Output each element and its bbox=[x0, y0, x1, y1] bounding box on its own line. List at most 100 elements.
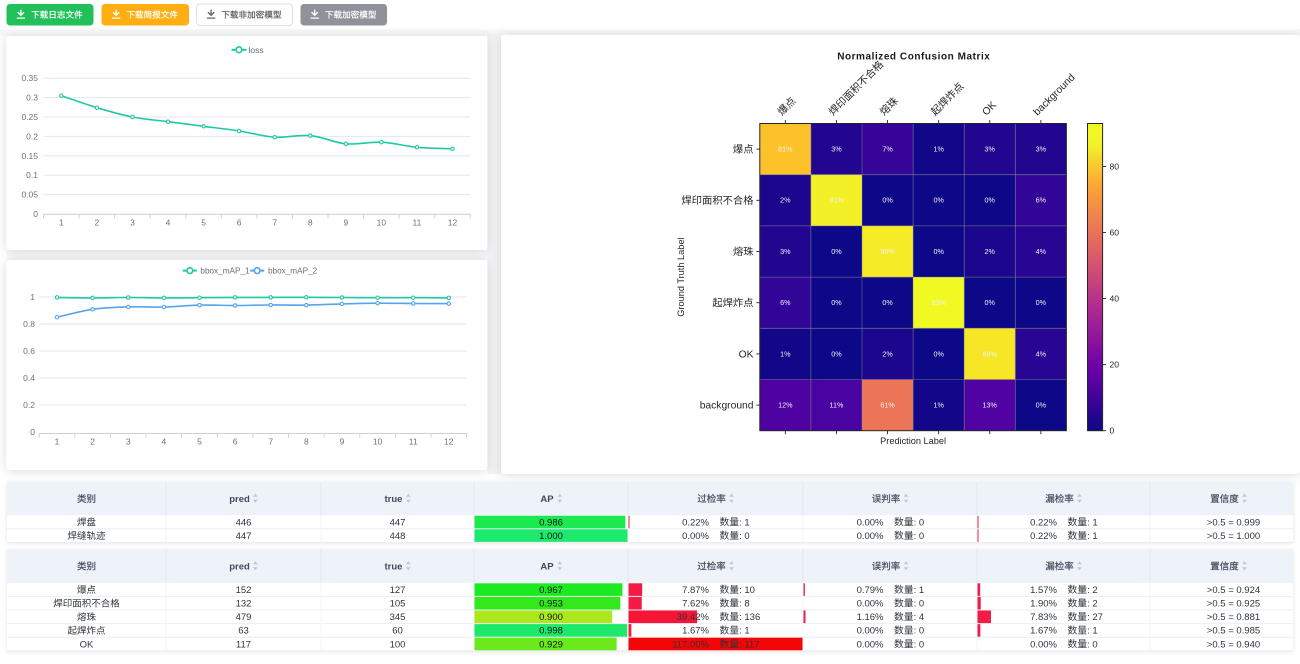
svg-text:0.2: 0.2 bbox=[23, 400, 35, 410]
svg-text:479: 479 bbox=[236, 612, 252, 623]
svg-text:0.22%: 0.22% bbox=[1030, 531, 1057, 542]
svg-text:10: 10 bbox=[377, 217, 387, 227]
svg-text:0.25: 0.25 bbox=[21, 112, 38, 122]
svg-text:0.00%: 0.00% bbox=[682, 531, 709, 542]
svg-text:7.87%: 7.87% bbox=[682, 585, 709, 596]
svg-text:0%: 0% bbox=[882, 196, 893, 205]
svg-text:0: 0 bbox=[33, 209, 38, 219]
svg-text:1: 1 bbox=[59, 217, 64, 227]
svg-text:: 27: : 27 bbox=[1087, 612, 1103, 623]
svg-text:: 2: : 2 bbox=[1087, 585, 1098, 596]
svg-text:0.929: 0.929 bbox=[539, 639, 563, 650]
svg-text:3%: 3% bbox=[831, 145, 842, 154]
svg-text:0%: 0% bbox=[1036, 401, 1047, 410]
svg-text:127: 127 bbox=[390, 585, 406, 596]
svg-text:AP: AP bbox=[540, 561, 554, 572]
svg-text:>0.5 = 0.940: >0.5 = 0.940 bbox=[1207, 639, 1260, 650]
svg-text:0.00%: 0.00% bbox=[857, 639, 884, 650]
svg-text:: 136: : 136 bbox=[739, 612, 760, 623]
svg-text:0%: 0% bbox=[933, 196, 944, 205]
svg-text:3%: 3% bbox=[985, 145, 996, 154]
svg-text:: 1: : 1 bbox=[1087, 531, 1098, 542]
svg-text:345: 345 bbox=[390, 612, 406, 623]
svg-text:: 0: : 0 bbox=[739, 531, 750, 542]
svg-text:3: 3 bbox=[130, 217, 135, 227]
svg-text:0.15: 0.15 bbox=[21, 151, 38, 161]
svg-text:7: 7 bbox=[268, 437, 273, 447]
svg-text:6: 6 bbox=[233, 437, 238, 447]
svg-text:2%: 2% bbox=[780, 196, 791, 205]
svg-text:1.90%: 1.90% bbox=[1030, 599, 1057, 610]
svg-text:: 0: : 0 bbox=[914, 531, 925, 542]
svg-text:4: 4 bbox=[166, 217, 171, 227]
svg-text:>0.5 = 0.925: >0.5 = 0.925 bbox=[1207, 599, 1260, 610]
svg-text:: 0: : 0 bbox=[914, 626, 925, 637]
svg-text:3: 3 bbox=[126, 437, 131, 447]
svg-text:0%: 0% bbox=[1036, 298, 1047, 307]
svg-text:8: 8 bbox=[304, 437, 309, 447]
svg-text:0%: 0% bbox=[933, 247, 944, 256]
svg-text:117: 117 bbox=[236, 639, 251, 650]
svg-text:pred: pred bbox=[229, 561, 250, 572]
svg-text:0%: 0% bbox=[831, 247, 842, 256]
svg-text:: 0: : 0 bbox=[914, 517, 925, 528]
svg-text:>0.5 = 1.000: >0.5 = 1.000 bbox=[1207, 531, 1260, 542]
svg-text:2: 2 bbox=[95, 217, 100, 227]
svg-text:93%: 93% bbox=[931, 298, 946, 307]
svg-text:0.00%: 0.00% bbox=[857, 517, 884, 528]
svg-text:0.22%: 0.22% bbox=[1030, 517, 1057, 528]
svg-text:0%: 0% bbox=[831, 298, 842, 307]
svg-text:0.8: 0.8 bbox=[23, 319, 35, 329]
svg-text:89%: 89% bbox=[983, 349, 998, 358]
svg-text:0.3: 0.3 bbox=[26, 93, 38, 103]
svg-text:5: 5 bbox=[197, 437, 202, 447]
svg-text:: 8: : 8 bbox=[739, 599, 750, 610]
svg-text:1: 1 bbox=[30, 292, 35, 302]
svg-text:: 1: : 1 bbox=[914, 585, 925, 596]
svg-text:0.00%: 0.00% bbox=[1030, 639, 1057, 650]
svg-text:background: background bbox=[700, 401, 754, 412]
svg-text:12: 12 bbox=[448, 217, 458, 227]
svg-text:5: 5 bbox=[201, 217, 206, 227]
svg-text:100: 100 bbox=[390, 639, 406, 650]
svg-text:0.00%: 0.00% bbox=[857, 531, 884, 542]
svg-text:40: 40 bbox=[1110, 294, 1120, 304]
svg-text:9: 9 bbox=[340, 437, 345, 447]
svg-text:12: 12 bbox=[444, 437, 454, 447]
svg-text:0.900: 0.900 bbox=[539, 612, 563, 623]
svg-text:true: true bbox=[385, 561, 403, 572]
svg-text:>0.5 = 0.924: >0.5 = 0.924 bbox=[1207, 585, 1260, 596]
svg-text:6%: 6% bbox=[780, 298, 791, 307]
svg-text:>0.5 = 0.881: >0.5 = 0.881 bbox=[1207, 612, 1260, 623]
svg-text:1: 1 bbox=[55, 437, 60, 447]
svg-text:7%: 7% bbox=[882, 145, 893, 154]
svg-text:11: 11 bbox=[409, 437, 418, 447]
svg-text:448: 448 bbox=[390, 531, 406, 542]
svg-text:4: 4 bbox=[161, 437, 166, 447]
svg-text:60: 60 bbox=[392, 626, 403, 637]
svg-text:80: 80 bbox=[1110, 161, 1120, 171]
svg-text:: 1: : 1 bbox=[739, 626, 750, 637]
svg-text:0.967: 0.967 bbox=[539, 585, 563, 596]
svg-text:447: 447 bbox=[236, 531, 252, 542]
svg-text:1%: 1% bbox=[933, 145, 944, 154]
svg-text:1%: 1% bbox=[933, 401, 944, 410]
svg-text:: 117: : 117 bbox=[739, 639, 759, 650]
svg-text:0.998: 0.998 bbox=[539, 626, 563, 637]
svg-text:: 10: : 10 bbox=[739, 585, 755, 596]
svg-text:pred: pred bbox=[229, 494, 250, 505]
svg-text:: 0: : 0 bbox=[914, 599, 925, 610]
svg-text:61%: 61% bbox=[880, 401, 895, 410]
svg-text:OK: OK bbox=[80, 639, 94, 650]
svg-text:0.1: 0.1 bbox=[26, 170, 38, 180]
svg-text:4%: 4% bbox=[1036, 247, 1047, 256]
svg-text:0.79%: 0.79% bbox=[857, 585, 884, 596]
svg-text:OK: OK bbox=[739, 350, 754, 361]
svg-text:AP: AP bbox=[540, 494, 554, 505]
svg-text:0.05: 0.05 bbox=[21, 190, 38, 200]
svg-text:: 1: : 1 bbox=[1087, 626, 1098, 637]
svg-text:91%: 91% bbox=[829, 196, 844, 205]
svg-text:0%: 0% bbox=[882, 298, 893, 307]
svg-text:13%: 13% bbox=[983, 401, 998, 410]
svg-text:9: 9 bbox=[343, 217, 348, 227]
